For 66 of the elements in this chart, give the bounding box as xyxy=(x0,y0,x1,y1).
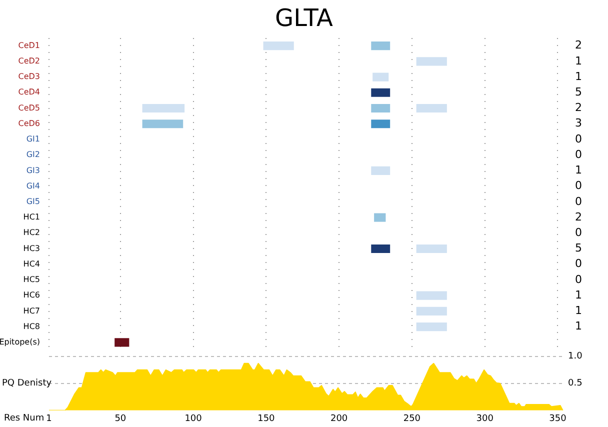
x-tick-label: 50 xyxy=(114,414,126,424)
text: 1 xyxy=(575,304,582,318)
y-tick-label: HC7 xyxy=(23,306,40,316)
bar xyxy=(416,291,447,300)
y-tick-label: GI4 xyxy=(26,181,40,190)
x-tick-label: 300 xyxy=(476,414,494,424)
bar xyxy=(416,104,447,113)
text: 1 xyxy=(575,70,582,83)
y-tick-label: GI3 xyxy=(26,166,40,175)
y-tick-label: CeD2 xyxy=(18,56,40,66)
text: 1 xyxy=(575,54,582,68)
y-tick-label: HC1 xyxy=(23,212,40,222)
x-tick-label: 200 xyxy=(330,414,348,424)
bar xyxy=(416,322,447,332)
x-tick-label: 1 xyxy=(46,414,52,424)
text: 1 xyxy=(575,288,582,302)
text: 1 xyxy=(575,164,582,177)
y-tick-label: GI1 xyxy=(26,134,40,144)
y-tick-label: HC2 xyxy=(23,228,40,238)
x-tick-label: 100 xyxy=(184,414,202,424)
text: 1 xyxy=(575,320,582,333)
bar xyxy=(371,244,390,254)
y-tick-label: CeD4 xyxy=(18,88,40,97)
bar xyxy=(374,213,386,222)
bar xyxy=(416,57,447,66)
text: 2 xyxy=(575,101,582,114)
text: 0 xyxy=(575,226,582,239)
y-tick-label: GI2 xyxy=(26,150,40,160)
text: 0 xyxy=(575,194,582,208)
y-axis-title: PQ Denisty xyxy=(2,378,52,389)
text: 3 xyxy=(575,116,582,130)
y-tick-label: HC8 xyxy=(23,322,40,331)
y-tick-label: CeD1 xyxy=(18,40,40,50)
text: 0 xyxy=(575,132,582,146)
text: 0 xyxy=(575,148,582,161)
bar xyxy=(114,338,130,347)
y-tick-label: HC5 xyxy=(23,275,40,284)
y-tick-label: 1.0 xyxy=(568,352,583,362)
text: 0 xyxy=(575,272,582,286)
x-axis-title: Res Num xyxy=(4,414,44,424)
bar xyxy=(263,42,294,50)
y-tick-label: HC6 xyxy=(23,290,40,300)
y-tick-label: GI5 xyxy=(26,196,40,206)
y-tick-label: HC3 xyxy=(23,244,40,253)
chart-title: GLTA xyxy=(274,4,334,32)
text: 2 xyxy=(575,210,582,224)
bar xyxy=(416,306,447,316)
bar xyxy=(371,104,390,113)
y-tick-label: CeD3 xyxy=(18,72,40,82)
x-tick-label: 350 xyxy=(549,414,567,424)
text: 0 xyxy=(575,257,582,270)
y-tick-label: HC4 xyxy=(23,259,40,268)
text: 5 xyxy=(575,242,582,255)
y-tick-label: CeD5 xyxy=(18,103,40,112)
text: 5 xyxy=(575,85,582,98)
text: 2 xyxy=(575,38,582,52)
x-tick-label: 150 xyxy=(258,414,276,424)
y-tick-label: CeD6 xyxy=(18,118,40,128)
bar xyxy=(371,88,390,97)
x-tick-label: 250 xyxy=(403,414,421,424)
bar xyxy=(371,42,390,50)
bar xyxy=(371,120,390,128)
y-tick-label: 0.5 xyxy=(568,378,582,389)
y-tick-label: Epitope(s) xyxy=(0,337,40,346)
text: 0 xyxy=(575,179,582,192)
bar xyxy=(416,244,447,254)
